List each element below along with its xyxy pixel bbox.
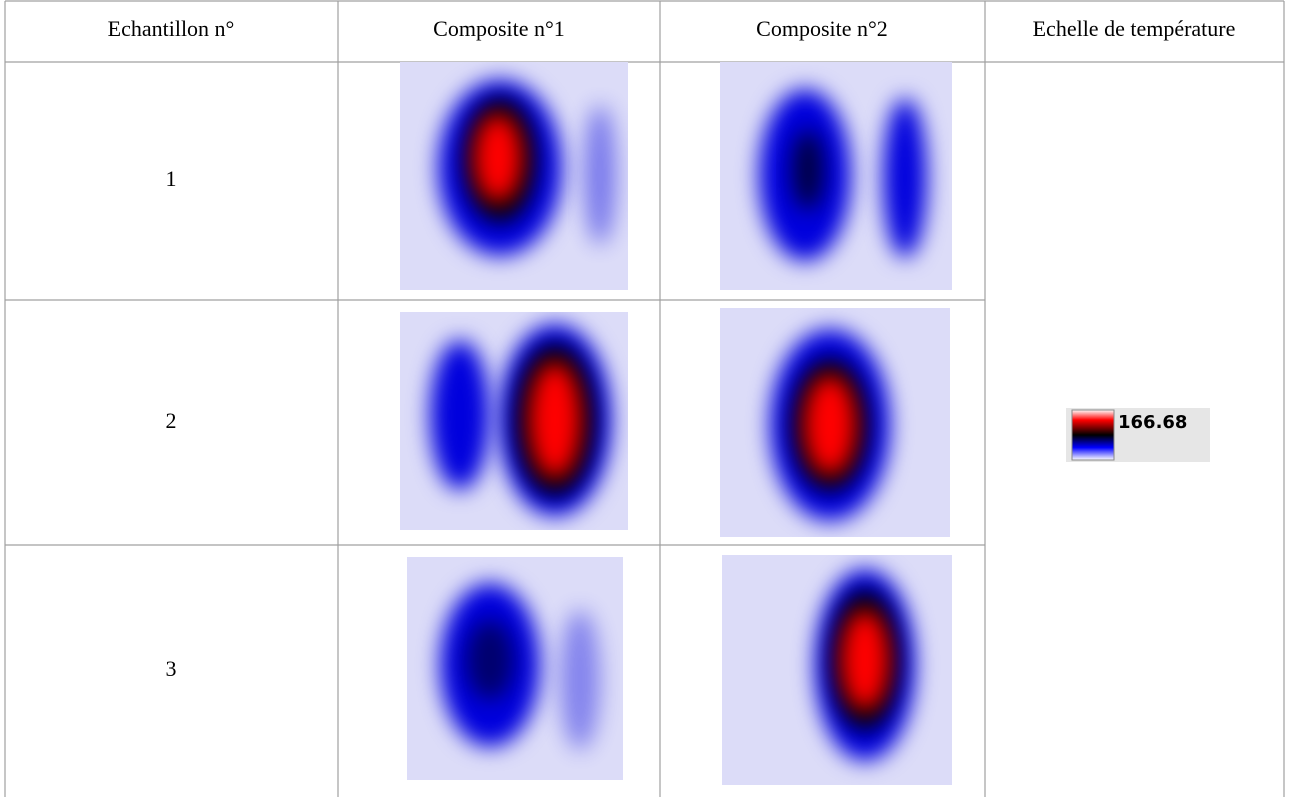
heat-blob <box>584 105 616 245</box>
scale-bar <box>1071 409 1115 461</box>
thermal-image <box>722 555 952 785</box>
header-cell: Composite n°1 <box>433 16 565 41</box>
temperature-scale: 166.68 <box>1066 408 1210 462</box>
thermal-image <box>720 308 950 537</box>
row-label: 3 <box>166 656 177 681</box>
thermal-image <box>400 62 628 290</box>
heat-blob <box>883 98 927 258</box>
thermal-image <box>407 557 623 780</box>
scale-label: 166.68 <box>1118 412 1187 433</box>
heat-blob <box>792 130 824 210</box>
heat-blob <box>804 375 856 475</box>
row-label: 1 <box>166 166 177 191</box>
thermal-image <box>400 312 628 530</box>
header-cell: Echelle de température <box>1033 16 1236 41</box>
heat-blob <box>529 362 581 478</box>
heat-blob <box>841 610 889 710</box>
row-label: 2 <box>166 408 177 433</box>
header-cell: Echantillon n° <box>108 16 235 41</box>
heat-blob <box>466 620 514 700</box>
heat-blob <box>560 610 600 750</box>
table-grid <box>4 0 1285 797</box>
thermal-image <box>720 62 952 290</box>
thermal-images <box>400 62 952 785</box>
header-cell: Composite n°2 <box>756 16 888 41</box>
heat-blob <box>430 340 490 490</box>
heat-blob <box>474 114 522 202</box>
